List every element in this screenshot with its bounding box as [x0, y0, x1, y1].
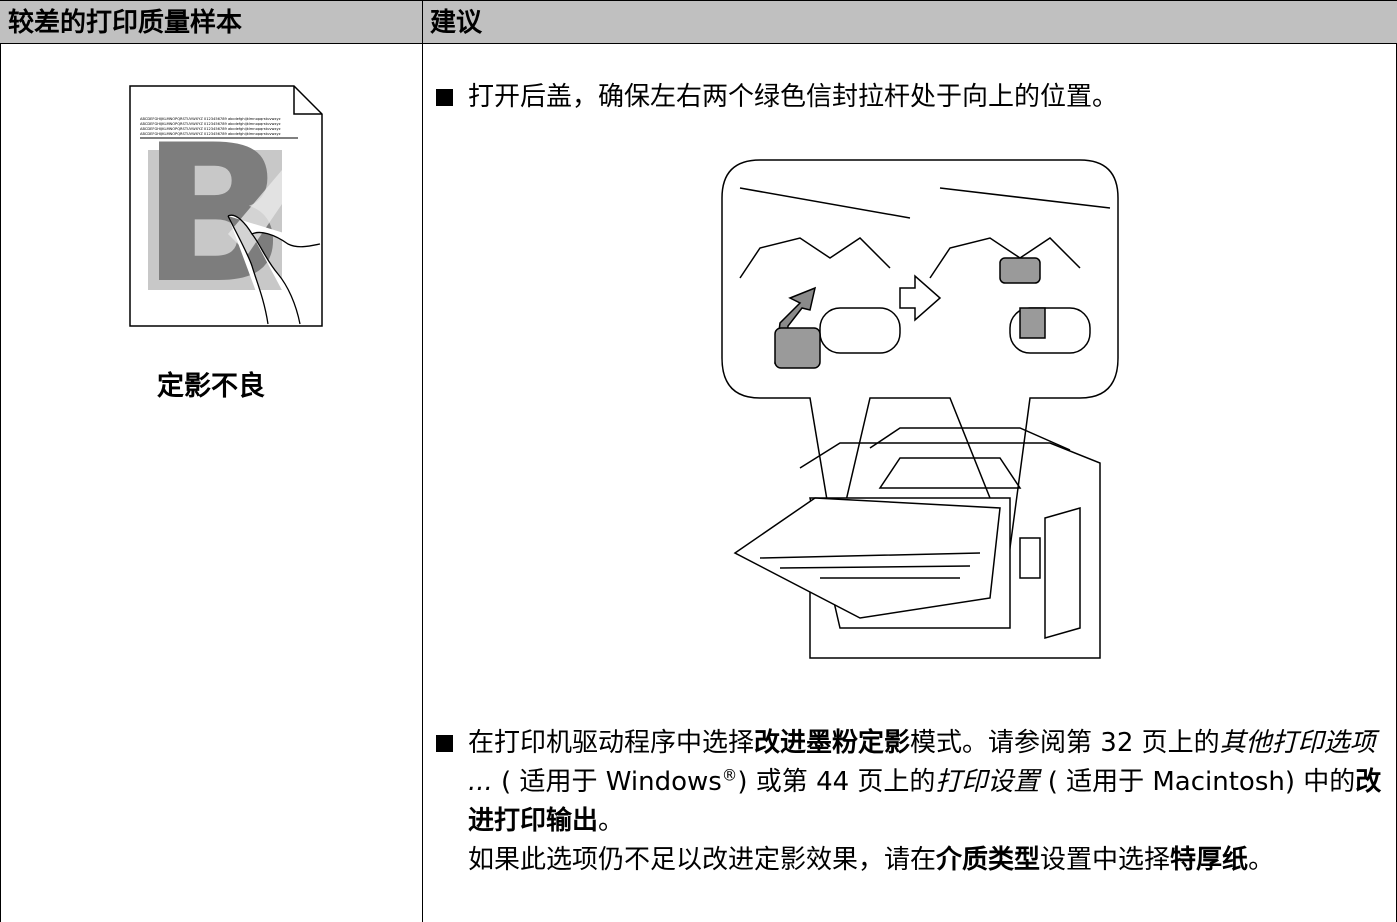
text-run: ) 或第 44 页上的	[737, 767, 936, 797]
text-run: ( 适用于 Windows	[492, 767, 722, 797]
bullet	[436, 735, 453, 752]
text-run: 打开后盖，确保左右两个绿色信封拉杆处于向上的位置。	[468, 82, 1119, 112]
text-run: 如果此选项仍不足以改进定影效果，请在	[468, 845, 937, 875]
text-run: 模式。请参阅第 32 页上的	[910, 728, 1220, 758]
suggestion: 打开后盖，确保左右两个绿色信封拉杆处于向上的位置。	[436, 78, 1386, 117]
text-run: 在打印机驱动程序中选择	[468, 728, 755, 758]
paragraph: 打开后盖，确保左右两个绿色信封拉杆处于向上的位置。	[468, 78, 1386, 117]
text-run: 设置中选择	[1040, 845, 1171, 875]
sample-illustration: ABCDEFGHIJKLMNOPQRSTUVWXYZ 0123456789 ab…	[129, 85, 323, 327]
sample-text: ABCDEFGHIJKLMNOPQRSTUVWXYZ 0123456789 ab…	[140, 132, 281, 136]
suggestion-body: 在打印机驱动程序中选择改进墨粉定影模式。请参阅第 32 页上的其他打印选项 ..…	[468, 724, 1386, 880]
text-run: 。	[598, 806, 625, 836]
bullet	[436, 89, 453, 106]
text-run: 改进打印输出	[468, 767, 1382, 836]
sample-caption: 定影不良	[157, 371, 265, 402]
paragraph: 如果此选项仍不足以改进定影效果，请在介质类型设置中选择特厚纸。	[468, 841, 1386, 880]
header-cell: 较差的打印质量样本	[0, 0, 423, 44]
suggestion-body: 打开后盖，确保左右两个绿色信封拉杆处于向上的位置。	[468, 78, 1386, 117]
text-run: 其他打印选项 ...	[468, 728, 1376, 797]
column-divider	[422, 0, 423, 922]
text-run: 特厚纸	[1170, 845, 1249, 875]
text-run: ( 适用于 Macintosh) 中的	[1039, 767, 1356, 797]
sample-text: ABCDEFGHIJKLMNOPQRSTUVWXYZ 0123456789 ab…	[140, 117, 281, 121]
paragraph: 在打印机驱动程序中选择改进墨粉定影模式。请参阅第 32 页上的其他打印选项 ..…	[468, 724, 1386, 841]
text-run: ®	[721, 766, 738, 785]
suggestion: 在打印机驱动程序中选择改进墨粉定影模式。请参阅第 32 页上的其他打印选项 ..…	[436, 724, 1386, 880]
printer-illustration	[721, 159, 1119, 659]
text-run: 改进墨粉定影	[754, 728, 911, 758]
text-run: 打印设置	[935, 767, 1040, 797]
text-run: 。	[1248, 845, 1275, 875]
header-cell: 建议	[422, 0, 1397, 44]
sample-text: ABCDEFGHIJKLMNOPQRSTUVWXYZ 0123456789 ab…	[140, 122, 281, 126]
sample-text: ABCDEFGHIJKLMNOPQRSTUVWXYZ 0123456789 ab…	[140, 127, 281, 131]
text-run: 介质类型	[936, 845, 1041, 875]
